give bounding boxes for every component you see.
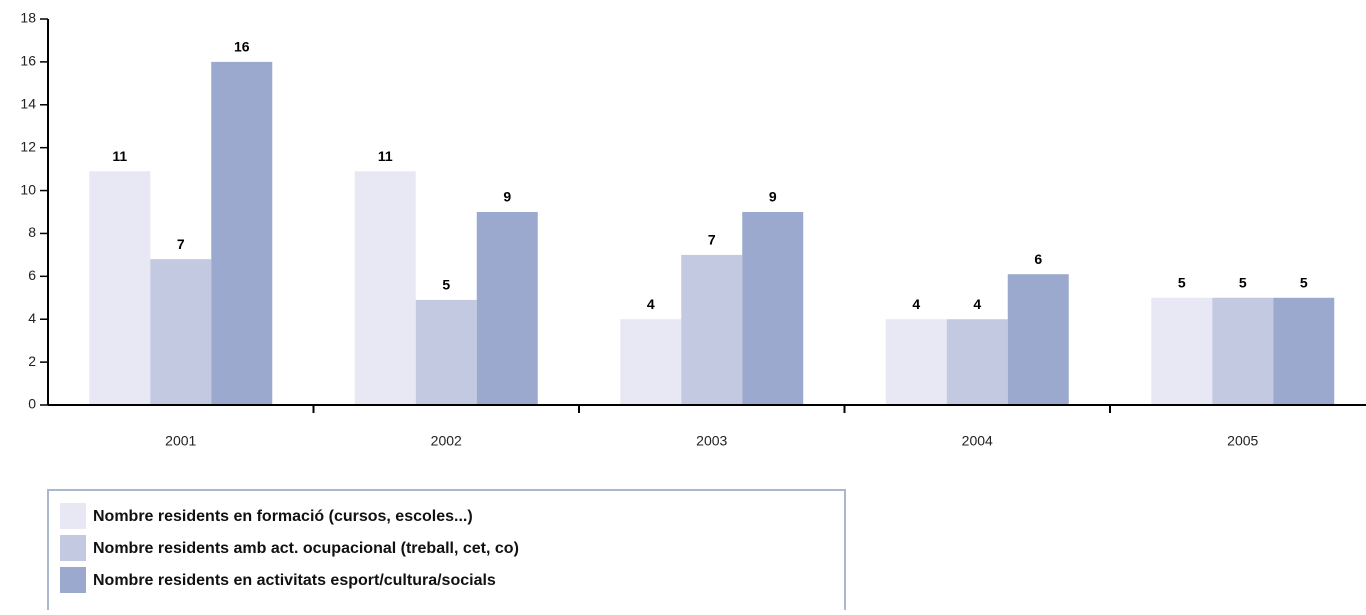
x-tick-label: 2002 — [431, 433, 462, 449]
legend-box — [47, 489, 846, 615]
value-label: 9 — [769, 189, 777, 205]
y-tick-label: 6 — [28, 267, 36, 283]
value-label: 6 — [1034, 251, 1042, 267]
legend-swatch — [60, 567, 86, 593]
value-label: 5 — [1239, 274, 1247, 290]
x-tick-label: 2005 — [1227, 433, 1258, 449]
value-label: 4 — [912, 296, 920, 312]
value-label: 11 — [378, 148, 393, 164]
bar — [150, 259, 212, 405]
y-tick-label: 0 — [28, 396, 36, 412]
value-label: 5 — [1178, 274, 1186, 290]
bar — [354, 171, 416, 405]
y-tick-label: 4 — [28, 310, 36, 326]
bar — [89, 171, 151, 405]
bar — [742, 212, 804, 405]
value-label: 5 — [442, 277, 450, 293]
x-tick-label: 2004 — [962, 433, 993, 449]
value-label: 4 — [973, 296, 981, 312]
bar — [415, 299, 477, 405]
legend-swatch — [60, 535, 86, 561]
bar — [476, 212, 538, 405]
value-label: 11 — [112, 148, 127, 164]
bar — [1151, 297, 1213, 405]
bar — [1212, 297, 1274, 405]
value-label: 4 — [647, 296, 655, 312]
legend-label: Nombre residents amb act. ocupacional (t… — [93, 540, 519, 557]
y-tick-label: 14 — [20, 95, 36, 111]
x-tick-label: 2001 — [165, 433, 196, 449]
bar — [681, 254, 743, 405]
value-label: 16 — [234, 39, 250, 55]
bar — [1273, 297, 1335, 405]
value-label: 9 — [503, 189, 511, 205]
x-tick-label: 2003 — [696, 433, 727, 449]
legend-swatch — [60, 503, 86, 529]
y-tick-label: 2 — [28, 353, 36, 369]
bar — [885, 319, 947, 405]
bar — [1007, 274, 1069, 405]
bar — [946, 319, 1008, 405]
value-label: 5 — [1300, 274, 1308, 290]
y-tick-label: 12 — [20, 138, 36, 154]
y-tick-label: 18 — [20, 10, 36, 26]
value-label: 7 — [708, 232, 716, 248]
bar — [211, 61, 273, 406]
value-label: 7 — [177, 236, 185, 252]
y-tick-label: 8 — [28, 224, 36, 240]
legend-label: Nombre residents en formació (cursos, es… — [93, 508, 473, 525]
bar — [620, 319, 682, 405]
legend-label: Nombre residents en activitats esport/cu… — [93, 572, 496, 589]
y-tick-label: 16 — [20, 53, 36, 69]
y-tick-label: 10 — [20, 181, 36, 197]
